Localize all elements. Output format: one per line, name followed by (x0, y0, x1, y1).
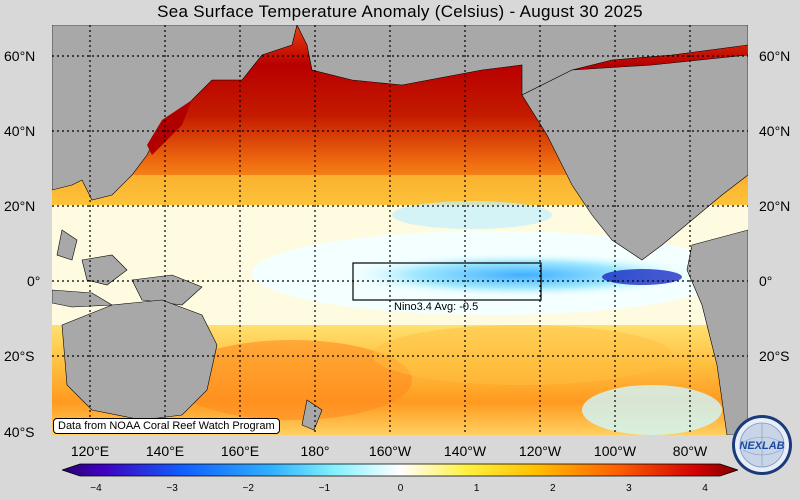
colorbar-tick-label: 3 (626, 483, 632, 494)
north-america-land (521, 54, 748, 261)
colorbar-tick-label: −4 (90, 483, 102, 494)
equatorial-cool-tongue (342, 253, 702, 297)
borneo-land (81, 254, 128, 286)
svg-text:NEXLAB: NEXLAB (739, 440, 784, 452)
colorbar-tick-label: −2 (242, 483, 254, 494)
lat-label-right: 40°N (759, 123, 791, 139)
nexlab-logo: NEXLAB (732, 415, 792, 475)
lon-label: 80°W (672, 443, 708, 459)
colorbar-tick-label: 4 (702, 483, 708, 494)
lon-label: 160°W (368, 443, 412, 459)
lat-label-right: 0° (759, 273, 773, 289)
lon-label: 100°W (593, 443, 637, 459)
colorbar-tick-label: 0 (397, 483, 404, 494)
lat-label-left: 0° (27, 273, 41, 289)
map-title: Sea Surface Temperature Anomaly (Celsius… (157, 2, 643, 21)
lat-label-right: 20°N (759, 198, 791, 214)
graticule (52, 25, 748, 435)
lon-label: 120°W (518, 443, 562, 459)
philippines-land (56, 229, 78, 261)
lon-label: 120°E (70, 443, 110, 459)
lat-label-left: 20°S (4, 348, 35, 364)
colorbar-tick-label: 2 (549, 483, 556, 494)
north-america-arctic-land (296, 25, 748, 96)
lon-label: 140°E (145, 443, 185, 459)
colorbar-tick-label: −1 (318, 483, 331, 494)
lat-label-left: 20°N (4, 198, 36, 214)
lat-label-left: 40°S (4, 424, 35, 440)
lon-label: 180° (300, 443, 330, 459)
lon-label: 140°W (443, 443, 487, 459)
sst-anomaly-map (52, 25, 748, 435)
java-land (52, 289, 114, 308)
australia-land (61, 299, 218, 421)
colorbar-tick-label: 1 (473, 483, 480, 494)
nino34-average-label: Nino3.4 Avg: -0.5 (394, 301, 479, 313)
lon-label: 160°E (220, 443, 260, 459)
lat-label-left: 40°N (4, 123, 36, 139)
lat-label-left: 60°N (4, 48, 36, 64)
data-credit-box: Data from NOAA Coral Reef Watch Program (53, 418, 280, 434)
new-zealand-land (301, 399, 323, 431)
colorbar (62, 463, 738, 477)
lat-label-right: 60°N (759, 48, 791, 64)
lat-label-right: 20°S (759, 348, 790, 364)
colorbar-tick-label: −3 (166, 483, 178, 494)
